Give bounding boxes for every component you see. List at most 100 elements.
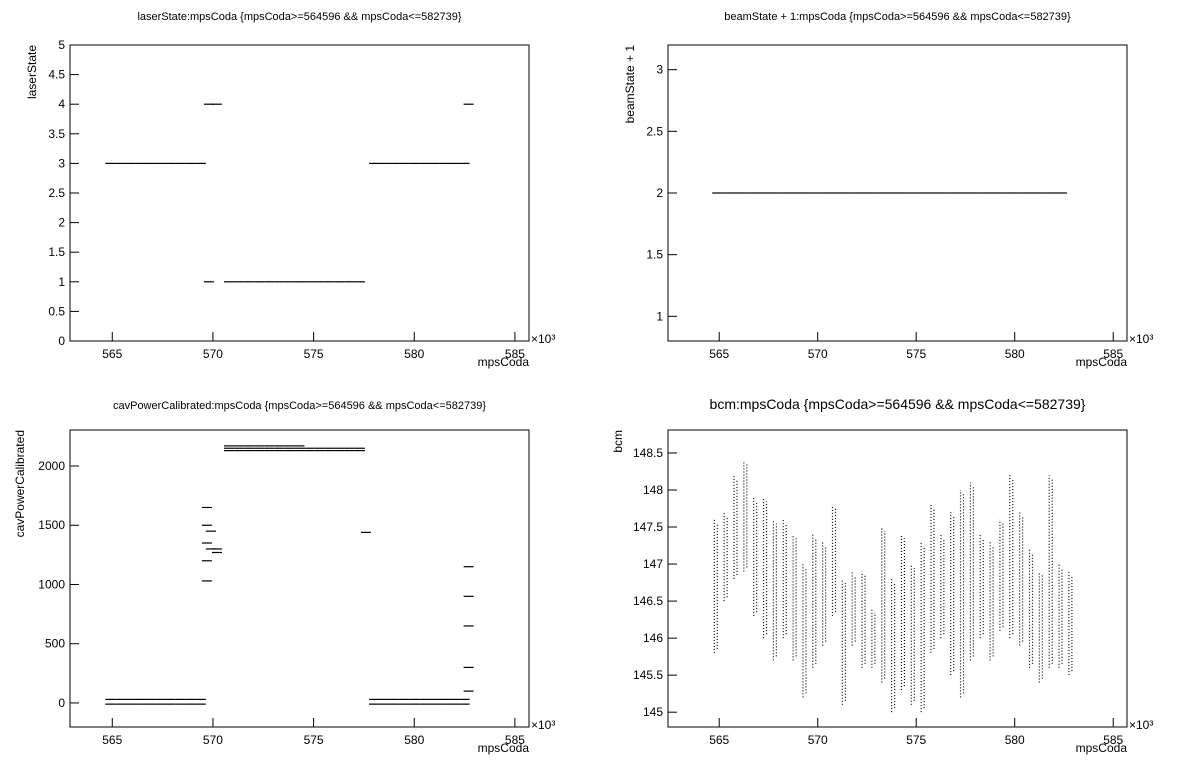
x-tick-label: 580 bbox=[404, 347, 424, 361]
point bbox=[459, 698, 470, 700]
point bbox=[284, 447, 295, 449]
point bbox=[791, 192, 802, 194]
point bbox=[399, 698, 410, 700]
x-tick-label: 565 bbox=[709, 733, 729, 747]
plot-panel: beamState + 1:mpsCoda {mpsCoda>=564596 &… bbox=[623, 11, 1153, 369]
point bbox=[165, 698, 176, 700]
point bbox=[449, 698, 460, 700]
point bbox=[354, 447, 365, 449]
point bbox=[399, 162, 410, 164]
point bbox=[244, 450, 255, 452]
point bbox=[997, 192, 1008, 194]
point bbox=[879, 192, 890, 194]
plot-title: cavPowerCalibrated:mpsCoda {mpsCoda>=564… bbox=[113, 400, 486, 412]
point bbox=[175, 698, 186, 700]
point bbox=[751, 192, 762, 194]
point bbox=[304, 447, 315, 449]
point bbox=[830, 192, 841, 194]
point bbox=[449, 162, 460, 164]
point bbox=[304, 281, 315, 283]
x-tick-label: 575 bbox=[906, 347, 926, 361]
point bbox=[463, 103, 474, 105]
point bbox=[264, 445, 275, 447]
point bbox=[379, 698, 390, 700]
point bbox=[105, 703, 116, 705]
x-tick-label: 585 bbox=[1103, 347, 1123, 361]
point bbox=[294, 450, 305, 452]
point bbox=[1047, 192, 1058, 194]
plot-panel: laserState:mpsCoda {mpsCoda>=564596 && m… bbox=[25, 11, 555, 369]
y-tick-label: 4.5 bbox=[48, 68, 65, 82]
x-axis-title: mpsCoda bbox=[478, 741, 530, 755]
y-tick-label: 1.5 bbox=[48, 245, 65, 259]
point bbox=[203, 103, 214, 105]
point bbox=[459, 162, 470, 164]
point bbox=[203, 281, 214, 283]
point bbox=[274, 281, 285, 283]
point bbox=[938, 192, 949, 194]
point bbox=[439, 162, 450, 164]
point bbox=[722, 192, 733, 194]
plot-title: beamState + 1:mpsCoda {mpsCoda>=564596 &… bbox=[724, 11, 1071, 23]
x-tick-label: 580 bbox=[1005, 733, 1025, 747]
point bbox=[463, 666, 474, 669]
plot-frame bbox=[667, 429, 1128, 728]
x-axis-title: mpsCoda bbox=[1076, 355, 1128, 369]
point bbox=[741, 192, 752, 194]
point bbox=[304, 450, 315, 452]
y-tick-label: 0 bbox=[58, 696, 65, 710]
point bbox=[389, 698, 400, 700]
point bbox=[284, 281, 295, 283]
y-tick-label: 0 bbox=[58, 334, 65, 348]
point bbox=[948, 192, 959, 194]
point bbox=[244, 281, 255, 283]
point bbox=[201, 506, 212, 509]
point bbox=[145, 698, 156, 700]
point bbox=[928, 192, 939, 194]
x-tick-label: 565 bbox=[709, 347, 729, 361]
point bbox=[968, 192, 979, 194]
y-tick-label: 1500 bbox=[38, 518, 65, 532]
point bbox=[379, 703, 390, 705]
point bbox=[439, 703, 450, 705]
x-tick-label: 575 bbox=[304, 733, 324, 747]
y-axis-title: beamState + 1 bbox=[623, 45, 637, 124]
point bbox=[409, 698, 420, 700]
y-tick-label: 2 bbox=[58, 216, 65, 230]
point bbox=[869, 192, 880, 194]
x-tick-label: 570 bbox=[808, 347, 828, 361]
point bbox=[254, 447, 265, 449]
point bbox=[224, 447, 235, 449]
point bbox=[368, 162, 379, 164]
y-axis-title: cavPowerCalibrated bbox=[13, 430, 27, 537]
x-multiplier: ×10³ bbox=[1129, 332, 1153, 346]
point bbox=[205, 530, 216, 532]
plot-title: laserState:mpsCoda {mpsCoda>=564596 && m… bbox=[137, 11, 461, 23]
point bbox=[978, 192, 989, 194]
point bbox=[712, 192, 723, 194]
point bbox=[324, 281, 335, 283]
point bbox=[899, 192, 910, 194]
point bbox=[185, 162, 196, 164]
point bbox=[244, 445, 255, 447]
point bbox=[334, 447, 345, 449]
x-multiplier: ×10³ bbox=[1129, 718, 1153, 732]
point bbox=[264, 281, 275, 283]
point bbox=[175, 703, 186, 705]
point bbox=[211, 551, 222, 554]
y-tick-label: 1000 bbox=[38, 577, 65, 591]
y-tick-label: 1 bbox=[58, 275, 65, 289]
point bbox=[429, 162, 440, 164]
point bbox=[800, 192, 811, 194]
point bbox=[201, 580, 212, 582]
y-tick-label: 3 bbox=[656, 63, 663, 77]
point bbox=[201, 560, 212, 562]
y-tick-label: 0.5 bbox=[48, 304, 65, 318]
point bbox=[409, 162, 420, 164]
point bbox=[274, 445, 285, 447]
point bbox=[135, 162, 146, 164]
y-tick-label: 146.5 bbox=[633, 594, 663, 608]
point bbox=[731, 192, 742, 194]
y-tick-label: 145.5 bbox=[633, 668, 663, 682]
